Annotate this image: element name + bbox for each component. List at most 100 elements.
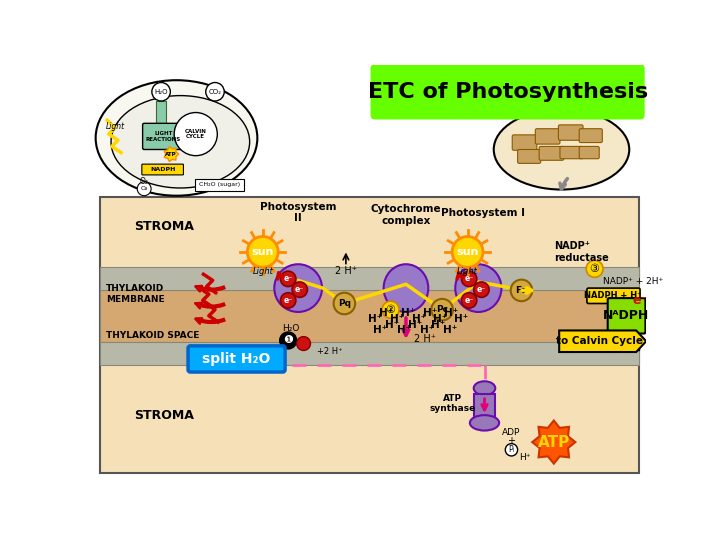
Text: ③: ③	[590, 264, 600, 274]
Text: e⁻: e⁻	[464, 296, 474, 305]
Text: NADP⁺
reductase: NADP⁺ reductase	[554, 241, 608, 263]
Text: H⁺: H⁺	[519, 453, 531, 462]
Text: Pc: Pc	[436, 305, 448, 314]
Text: H⁺: H⁺	[379, 308, 393, 318]
Ellipse shape	[455, 264, 501, 312]
Text: Fd: Fd	[516, 286, 528, 295]
FancyBboxPatch shape	[99, 289, 639, 342]
Text: H⁺: H⁺	[444, 308, 459, 318]
Text: ADP: ADP	[503, 428, 521, 437]
Ellipse shape	[474, 381, 495, 395]
FancyBboxPatch shape	[559, 125, 583, 140]
Text: e⁻: e⁻	[284, 296, 293, 305]
Text: NADPH: NADPH	[150, 167, 176, 172]
Text: +2 H⁺: +2 H⁺	[318, 347, 343, 356]
FancyBboxPatch shape	[143, 123, 184, 150]
Ellipse shape	[96, 80, 257, 195]
Text: Pq: Pq	[338, 299, 351, 308]
FancyBboxPatch shape	[608, 298, 645, 334]
FancyBboxPatch shape	[539, 146, 564, 160]
Circle shape	[333, 293, 355, 314]
Text: Cytochrome
complex: Cytochrome complex	[371, 204, 441, 226]
Text: NADP⁺ + 2H⁺: NADP⁺ + 2H⁺	[603, 276, 663, 286]
Ellipse shape	[384, 264, 428, 312]
Ellipse shape	[470, 415, 499, 430]
Ellipse shape	[274, 264, 322, 312]
Polygon shape	[532, 421, 575, 464]
FancyBboxPatch shape	[579, 129, 603, 143]
Polygon shape	[559, 330, 647, 352]
FancyBboxPatch shape	[560, 146, 583, 159]
Text: e⁻: e⁻	[284, 274, 293, 284]
FancyBboxPatch shape	[99, 267, 639, 289]
Text: H⁺: H⁺	[374, 326, 387, 335]
Text: NADPH + H⁺: NADPH + H⁺	[585, 291, 642, 300]
Circle shape	[505, 444, 518, 456]
Text: e⁻: e⁻	[632, 294, 647, 307]
Text: to Calvin Cycle: to Calvin Cycle	[557, 336, 644, 346]
Text: H⁺: H⁺	[401, 308, 415, 318]
Text: H⁺: H⁺	[420, 326, 434, 335]
Text: H⁺: H⁺	[454, 314, 469, 324]
Text: ETC of Photosynthesis: ETC of Photosynthesis	[367, 82, 648, 102]
FancyBboxPatch shape	[142, 164, 184, 175]
Text: e⁻: e⁻	[477, 285, 486, 294]
FancyBboxPatch shape	[518, 150, 541, 164]
Text: THYLAKOID
MEMBRANE: THYLAKOID MEMBRANE	[106, 284, 164, 305]
Circle shape	[586, 260, 603, 278]
Text: NᴬDPH: NᴬDPH	[603, 309, 649, 322]
Circle shape	[281, 293, 296, 308]
FancyBboxPatch shape	[371, 64, 644, 119]
FancyBboxPatch shape	[587, 288, 640, 303]
Circle shape	[462, 293, 477, 308]
Circle shape	[279, 332, 297, 349]
Circle shape	[474, 282, 489, 298]
Text: Pᵢ: Pᵢ	[508, 446, 515, 454]
Text: 2 H⁺: 2 H⁺	[414, 334, 436, 344]
Text: H⁺: H⁺	[385, 320, 399, 330]
Text: LIGHT
REACTIONS: LIGHT REACTIONS	[145, 131, 181, 142]
Text: e⁻: e⁻	[464, 274, 474, 284]
Text: CALVIN
CYCLE: CALVIN CYCLE	[185, 129, 207, 139]
Text: H⁺: H⁺	[433, 314, 448, 324]
Circle shape	[297, 336, 310, 350]
FancyBboxPatch shape	[579, 146, 599, 159]
Text: H⁺: H⁺	[397, 326, 411, 335]
Circle shape	[206, 83, 224, 101]
Text: O₂: O₂	[140, 186, 148, 191]
Text: ②: ②	[386, 305, 395, 315]
Circle shape	[174, 112, 217, 156]
Text: O₂: O₂	[140, 177, 148, 186]
FancyBboxPatch shape	[535, 129, 560, 144]
FancyBboxPatch shape	[99, 197, 639, 473]
Text: H₂O: H₂O	[282, 323, 299, 333]
Ellipse shape	[494, 110, 629, 190]
Text: ATP
synthase: ATP synthase	[429, 394, 475, 413]
Text: CH₂O (sugar): CH₂O (sugar)	[199, 183, 240, 187]
FancyBboxPatch shape	[512, 135, 537, 150]
Text: H⁺: H⁺	[423, 308, 437, 318]
Text: ATP: ATP	[166, 152, 177, 157]
Text: Light: Light	[457, 267, 478, 275]
Circle shape	[152, 83, 171, 101]
Circle shape	[431, 299, 453, 320]
Text: CO₂: CO₂	[209, 89, 222, 94]
Text: H⁺: H⁺	[443, 326, 457, 335]
Text: sun: sun	[456, 247, 479, 257]
Text: H⁺: H⁺	[412, 314, 426, 324]
Circle shape	[510, 280, 532, 301]
Text: 2 H⁺: 2 H⁺	[335, 266, 357, 276]
Circle shape	[138, 182, 151, 195]
Text: H⁺: H⁺	[408, 320, 423, 330]
Text: sun: sun	[251, 247, 274, 257]
Ellipse shape	[111, 96, 250, 188]
Text: Photosystem I: Photosystem I	[441, 208, 525, 218]
Text: Light: Light	[106, 122, 125, 131]
Text: STROMA: STROMA	[134, 409, 194, 422]
Text: e⁻: e⁻	[295, 285, 305, 294]
Text: THYLAKOID SPACE: THYLAKOID SPACE	[106, 332, 199, 340]
Circle shape	[452, 237, 483, 267]
Text: Light: Light	[252, 267, 273, 275]
FancyBboxPatch shape	[562, 333, 639, 350]
Text: ❶: ❶	[283, 335, 293, 346]
